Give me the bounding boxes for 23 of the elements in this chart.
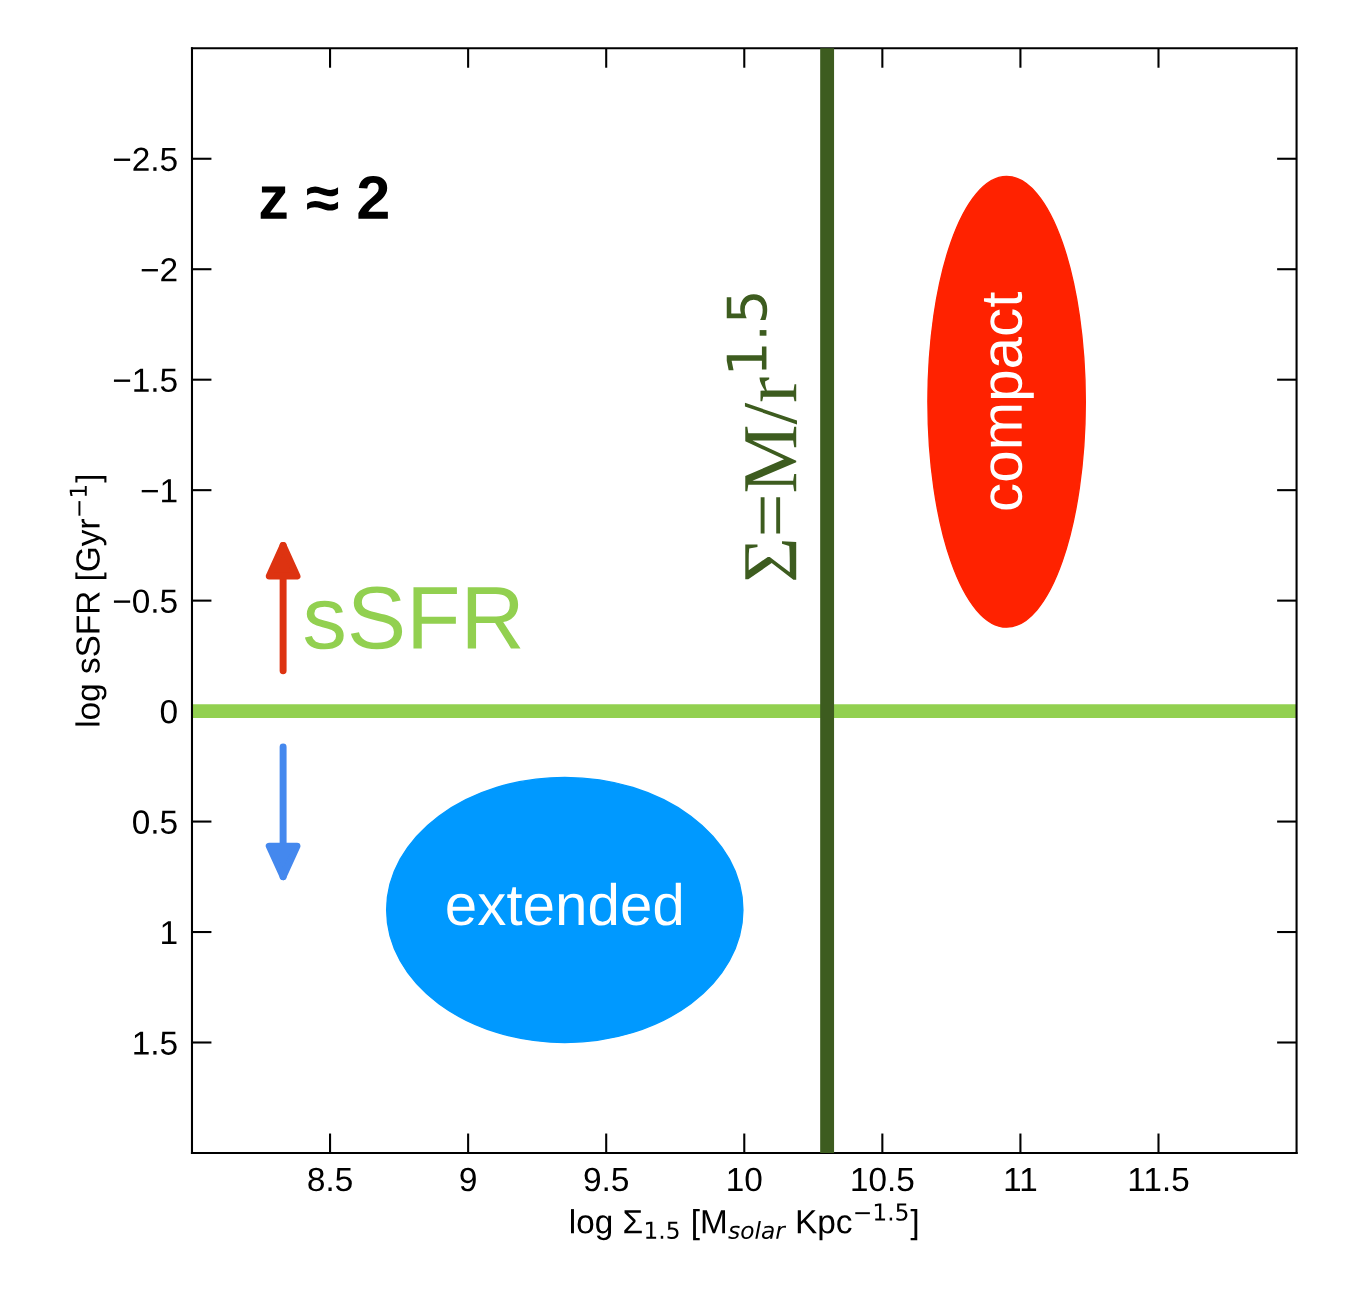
y-tick-label: 0.5 xyxy=(133,810,177,834)
y-axis-title: log sSFR [Gyr$^{−1}$] xyxy=(69,475,107,726)
y-tick-label: −2 xyxy=(141,258,177,282)
y-tick-label: −1 xyxy=(141,479,177,503)
y-tick-label: −0.5 xyxy=(113,589,177,614)
annotation: z ≈ 2 xyxy=(260,176,388,219)
x-tick-label: 8.5 xyxy=(308,1167,352,1192)
ref-line-label: sSFR xyxy=(304,586,521,650)
x-tick-label: 10.5 xyxy=(852,1167,914,1192)
ref-line-label: Σ=M/r$^{1.5}$ xyxy=(726,294,797,580)
x-tick-label: 11 xyxy=(1005,1168,1037,1192)
x-tick-label: 9 xyxy=(460,1167,476,1192)
x-tick-label: 10 xyxy=(728,1167,762,1192)
x-tick-label: 11.5 xyxy=(1129,1168,1189,1192)
y-tick-label: 0 xyxy=(160,699,177,724)
x-axis-title: log Σ$_{1.5}$ [M$_{solar}$ Kpc$^{−1.5}$] xyxy=(571,1203,918,1241)
annotation: extended xyxy=(447,882,682,926)
y-tick-label: 1 xyxy=(162,921,177,945)
x-tick-label: 9.5 xyxy=(584,1167,628,1192)
annotation: compact xyxy=(983,291,1034,510)
y-tick-label: −2.5 xyxy=(113,147,177,172)
y-tick-label: 1.5 xyxy=(134,1031,177,1055)
y-tick-label: −1.5 xyxy=(113,368,177,393)
